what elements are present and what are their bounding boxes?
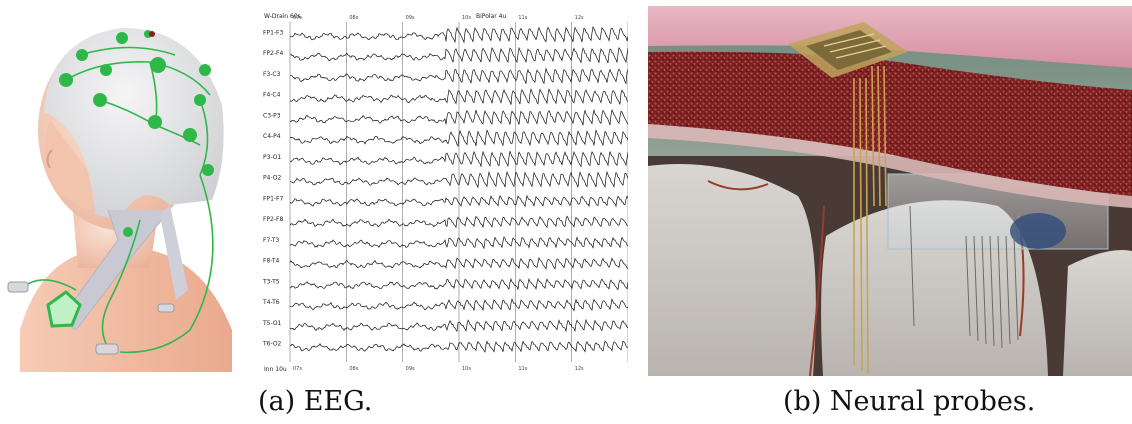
eeg-cap-image bbox=[0, 0, 246, 380]
caption-b: (b) Neural probes. bbox=[783, 386, 1036, 417]
electrode bbox=[76, 49, 88, 61]
eeg-channel-label: P3-O1 bbox=[263, 154, 281, 161]
eeg-channel-label: T4-T6 bbox=[262, 299, 280, 306]
eeg-channel-trace bbox=[289, 150, 628, 168]
eeg-cap bbox=[44, 27, 224, 220]
eeg-channel-label: C3-P3 bbox=[263, 112, 281, 119]
eeg-channel-label: T3-T5 bbox=[262, 278, 280, 285]
electrode-clip bbox=[157, 303, 175, 313]
eeg-channel-trace bbox=[289, 67, 628, 85]
eeg-time-tick-top: 09s bbox=[406, 15, 415, 21]
eeg-time-tick-bottom: 09s bbox=[406, 366, 415, 372]
eeg-channel-trace bbox=[289, 25, 628, 44]
eeg-channel-label: T6-O2 bbox=[262, 341, 282, 348]
eeg-time-tick-bottom: 11s bbox=[518, 366, 527, 372]
eeg-channel-trace bbox=[289, 88, 628, 105]
neural-probe-image bbox=[648, 6, 1132, 376]
implant-chip bbox=[788, 22, 908, 78]
eeg-channel-trace bbox=[289, 170, 628, 189]
tissue-layer bbox=[648, 51, 1132, 196]
eeg-channel-label: FP2-F4 bbox=[263, 50, 284, 57]
eeg-time-tick-top: 11s bbox=[518, 15, 527, 21]
eeg-channel-trace bbox=[289, 297, 628, 312]
scalp-layer bbox=[648, 6, 1132, 68]
eeg-cap-illustration bbox=[7, 27, 232, 372]
electrode bbox=[116, 32, 128, 44]
eeg-channel-trace bbox=[289, 277, 628, 291]
eeg-header-mid: BiPolar 4u bbox=[476, 13, 506, 20]
eeg-channel-label: F8-T4 bbox=[263, 258, 280, 265]
electrode bbox=[123, 227, 133, 237]
electrode bbox=[93, 93, 107, 107]
eeg-channel-label: F4-C4 bbox=[263, 92, 281, 99]
electrode bbox=[183, 128, 197, 142]
eeg-time-tick-top: 12s bbox=[575, 15, 584, 21]
eeg-channel-label: FP1-F7 bbox=[263, 195, 284, 202]
probe-shanks bbox=[853, 65, 887, 375]
probe-array bbox=[909, 205, 1019, 349]
eeg-channel-trace bbox=[289, 46, 628, 64]
eeg-channel-label: FP2-F8 bbox=[263, 216, 284, 223]
eeg-channel-trace bbox=[289, 236, 628, 250]
electrode bbox=[150, 57, 166, 73]
electrode-clip bbox=[7, 281, 29, 293]
eeg-time-tick-bottom: 08s bbox=[349, 366, 358, 372]
electrode bbox=[199, 64, 211, 76]
eeg-channel-label: C4-P4 bbox=[263, 133, 281, 140]
eeg-header-left: W-Drain 60s bbox=[264, 13, 301, 20]
eeg-channel-trace bbox=[289, 318, 628, 333]
eeg-channel-trace bbox=[289, 340, 628, 353]
eeg-time-tick-bottom: 12s bbox=[575, 366, 584, 372]
eeg-time-tick-top: 07s bbox=[293, 15, 302, 21]
eeg-time-tick-top: 10s bbox=[462, 15, 471, 21]
eeg-footer-left: Inn 10u bbox=[264, 366, 287, 373]
brain-gyrus bbox=[648, 164, 816, 376]
eeg-channel-trace bbox=[289, 129, 628, 148]
eeg-channel-trace bbox=[289, 108, 628, 126]
electrode bbox=[148, 115, 162, 129]
brain-gyrus bbox=[1063, 250, 1132, 376]
eeg-time-tick-top: 08s bbox=[349, 15, 358, 21]
connector-box bbox=[46, 290, 82, 328]
electrode bbox=[59, 73, 73, 87]
electrode bbox=[202, 164, 214, 176]
eeg-time-tick-bottom: 07s bbox=[293, 366, 302, 372]
eeg-time-tick-bottom: 10s bbox=[462, 366, 471, 372]
eeg-traces: W-Drain 60s BiPolar 4u Inn 10u FP1-F3 FP2… bbox=[262, 12, 628, 374]
eeg-channel-trace bbox=[289, 215, 628, 229]
eeg-channel-trace bbox=[289, 194, 628, 208]
neural-probe-illustration bbox=[648, 6, 1132, 376]
electrode bbox=[194, 94, 206, 106]
eeg-channel-label: T5-O1 bbox=[262, 320, 282, 327]
caption-a: (a) EEG. bbox=[258, 386, 373, 417]
eeg-recording-image: W-Drain 60s BiPolar 4u Inn 10u FP1-F3 FP2… bbox=[262, 12, 628, 374]
eeg-channel-label: F7-T3 bbox=[263, 237, 280, 244]
eeg-channel-label: P4-O2 bbox=[263, 175, 281, 182]
eeg-channel-label: F3-C3 bbox=[263, 71, 281, 78]
eeg-channel-trace bbox=[289, 256, 628, 270]
electrode-clip bbox=[95, 343, 119, 355]
electrode bbox=[100, 64, 112, 76]
eeg-channel-label: FP1-F3 bbox=[263, 29, 284, 36]
